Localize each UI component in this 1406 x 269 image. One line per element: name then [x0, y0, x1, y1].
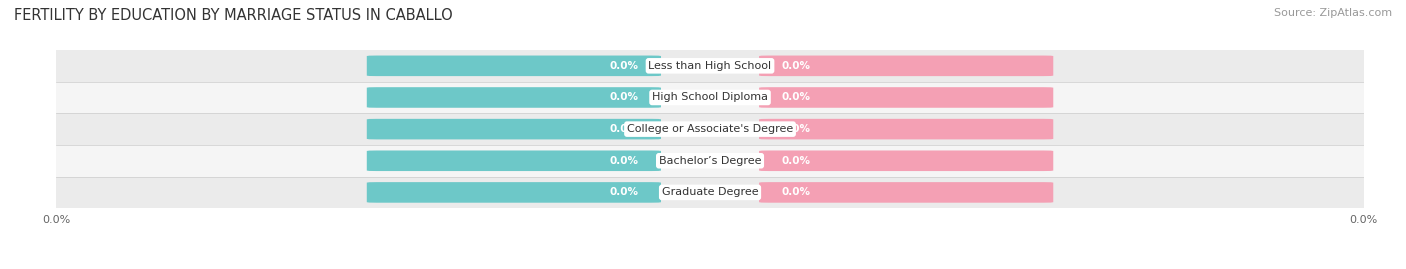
Bar — [56, 145, 1364, 176]
Bar — [56, 176, 1364, 208]
FancyBboxPatch shape — [367, 87, 661, 108]
Text: High School Diploma: High School Diploma — [652, 93, 768, 102]
FancyBboxPatch shape — [367, 182, 661, 203]
Text: 0.0%: 0.0% — [609, 124, 638, 134]
Text: Bachelor’s Degree: Bachelor’s Degree — [659, 156, 761, 166]
FancyBboxPatch shape — [367, 119, 661, 139]
Text: 0.0%: 0.0% — [609, 93, 638, 102]
Bar — [56, 50, 1364, 82]
Text: 0.0%: 0.0% — [609, 187, 638, 197]
FancyBboxPatch shape — [759, 182, 1053, 203]
Text: Graduate Degree: Graduate Degree — [662, 187, 758, 197]
FancyBboxPatch shape — [759, 55, 1053, 76]
Text: 0.0%: 0.0% — [609, 156, 638, 166]
Text: 0.0%: 0.0% — [782, 61, 811, 71]
Text: Source: ZipAtlas.com: Source: ZipAtlas.com — [1274, 8, 1392, 18]
FancyBboxPatch shape — [367, 150, 661, 171]
FancyBboxPatch shape — [759, 119, 1053, 139]
FancyBboxPatch shape — [759, 87, 1053, 108]
Text: 0.0%: 0.0% — [782, 187, 811, 197]
Text: Less than High School: Less than High School — [648, 61, 772, 71]
Text: 0.0%: 0.0% — [609, 61, 638, 71]
Text: 0.0%: 0.0% — [782, 156, 811, 166]
Bar — [56, 82, 1364, 113]
FancyBboxPatch shape — [367, 55, 661, 76]
FancyBboxPatch shape — [759, 150, 1053, 171]
Text: 0.0%: 0.0% — [782, 124, 811, 134]
Text: 0.0%: 0.0% — [782, 93, 811, 102]
Text: FERTILITY BY EDUCATION BY MARRIAGE STATUS IN CABALLO: FERTILITY BY EDUCATION BY MARRIAGE STATU… — [14, 8, 453, 23]
Bar — [56, 113, 1364, 145]
Text: College or Associate's Degree: College or Associate's Degree — [627, 124, 793, 134]
